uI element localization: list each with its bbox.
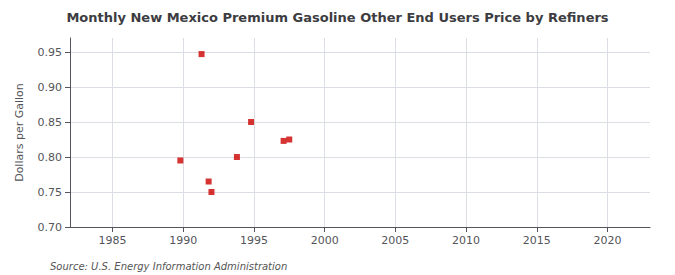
svg-text:2000: 2000 — [311, 234, 339, 247]
svg-text:1995: 1995 — [240, 234, 268, 247]
svg-text:1985: 1985 — [98, 234, 126, 247]
svg-text:2005: 2005 — [381, 234, 409, 247]
svg-text:2020: 2020 — [594, 234, 622, 247]
svg-text:0.90: 0.90 — [38, 81, 63, 94]
svg-text:0.95: 0.95 — [38, 46, 63, 59]
svg-text:2010: 2010 — [452, 234, 480, 247]
svg-text:0.75: 0.75 — [38, 186, 63, 199]
svg-text:Dollars per Gallon: Dollars per Gallon — [13, 83, 26, 182]
svg-text:1990: 1990 — [169, 234, 197, 247]
svg-text:Source: U.S. Energy Informatio: Source: U.S. Energy Information Administ… — [50, 261, 287, 272]
svg-text:2015: 2015 — [523, 234, 551, 247]
svg-text:Monthly New Mexico Premium Gas: Monthly New Mexico Premium Gasoline Othe… — [66, 10, 608, 25]
svg-text:0.70: 0.70 — [38, 221, 63, 234]
svg-text:0.80: 0.80 — [38, 151, 63, 164]
svg-text:0.85: 0.85 — [38, 116, 63, 129]
